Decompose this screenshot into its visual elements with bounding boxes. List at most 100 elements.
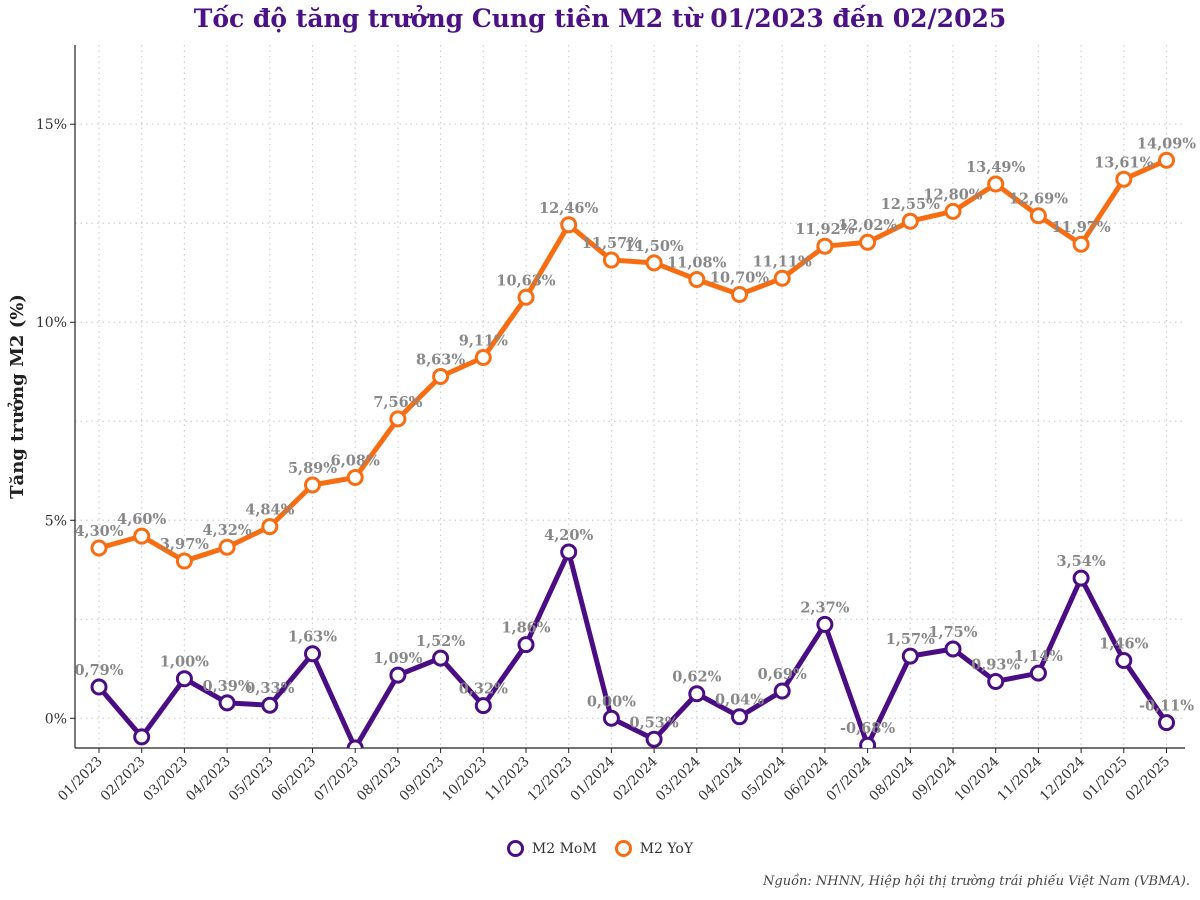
data-point [133,527,151,545]
data-point [859,233,877,251]
plot-area [75,45,1185,748]
data-label: 0,53% [630,714,679,731]
data-label: 2,37% [800,599,849,616]
series-yoy [90,151,1175,570]
data-point [432,367,450,385]
data-label: -0,11% [1139,698,1194,715]
data-label: 12,80% [923,186,982,203]
legend-item-mom[interactable]: M2 MoM [506,840,597,857]
x-tick-label: 08/2023 [354,754,405,805]
data-point [645,730,663,748]
x-tick-label: 03/2024 [653,754,704,805]
data-point [987,672,1005,690]
chart-title: Tốc độ tăng trưởng Cung tiền M2 từ 01/20… [193,4,1007,33]
data-point [944,202,962,220]
data-label: 1,86% [501,620,550,637]
data-point [731,286,748,304]
data-label: 0,69% [758,666,807,683]
x-tick-label: 04/2024 [695,754,746,805]
data-point [474,348,492,366]
x-tick-label: 01/2023 [55,754,106,805]
data-point [175,552,193,570]
data-point [602,709,620,727]
data-point [773,682,791,700]
x-tick-label: 08/2024 [866,754,917,805]
x-tick-label: 05/2024 [738,754,789,805]
data-label: 13,61% [1094,154,1153,171]
y-tick-label: 10% [36,315,67,331]
x-tick-label: 11/2023 [482,754,533,805]
data-label: 10,70% [710,270,769,287]
data-point [389,666,407,684]
data-label: 3,54% [1057,553,1106,570]
data-point [560,543,578,561]
data-label: 5,89% [288,460,337,477]
x-tick-label: 06/2023 [268,754,319,805]
x-tick-label: 10/2023 [439,754,490,805]
data-point [175,670,193,688]
data-point [688,270,706,288]
data-label: 11,11% [753,253,812,270]
data-point [304,645,321,663]
data-point [1158,151,1175,169]
data-point [901,647,919,665]
data-point [133,728,151,746]
data-label: 12,55% [881,196,940,213]
data-label: 0,93% [971,656,1020,673]
data-point [304,476,321,494]
data-point [261,696,279,714]
data-label: 12,69% [1009,191,1068,208]
data-label: 11,92% [795,221,854,238]
data-point [90,678,108,696]
data-point [1115,651,1133,669]
x-tick-label: 06/2024 [781,754,832,805]
data-label: 1,09% [373,650,422,667]
data-point [1072,569,1090,587]
data-label: 0,62% [672,669,721,686]
x-tick-label: 02/2023 [98,754,149,805]
data-label: 10,63% [496,272,555,289]
data-label: 0,04% [715,692,764,709]
data-label: 0,79% [74,662,123,679]
data-label: 1,14% [1014,648,1063,665]
data-label: 4,20% [544,527,593,544]
legend-label-mom: M2 MoM [531,840,597,857]
data-label: 1,63% [288,629,337,646]
data-point [645,254,663,272]
data-label: 1,52% [416,633,465,650]
data-label: 11,57% [582,235,641,252]
x-tick-label: 02/2025 [1122,754,1173,805]
data-label: 1,75% [928,624,977,641]
data-point [859,736,877,748]
data-label: 4,84% [245,502,294,519]
legend: M2 MoM M2 YoY [0,840,1200,857]
data-label: 11,50% [625,238,684,255]
x-tick-label: 09/2023 [396,754,447,805]
data-label: 14,09% [1137,135,1196,152]
data-point [432,649,450,667]
series-line-mom [96,549,1169,748]
data-label: 1,00% [160,654,209,671]
y-tick-label: 15% [36,117,67,133]
x-tick-label: 05/2023 [226,754,277,805]
x-tick-label: 07/2023 [311,754,362,805]
data-label: 0,33% [245,680,294,697]
data-label: 12,02% [838,217,897,234]
data-label: 13,49% [966,159,1025,176]
x-tick-label: 01/2024 [567,754,618,805]
data-labels: 0,79% 1,00% 0,39%0,33% 1,63% 1,09%1,52% 0,32%… [74,135,1196,737]
data-point [346,468,364,486]
data-point [1029,207,1047,225]
data-point [987,175,1005,193]
data-point [218,694,236,712]
data-point [1072,235,1090,253]
data-point [816,237,834,255]
legend-item-yoy[interactable]: M2 YoY [614,840,693,857]
data-point [389,410,407,428]
data-label: 6,08% [331,452,380,469]
data-label: 3,97% [160,536,209,553]
source-note: Nguồn: NHNN, Hiệp hội thị trường trái ph… [763,874,1190,889]
x-tick-label: 01/2025 [1080,754,1131,805]
data-label: -0,68% [840,720,895,737]
